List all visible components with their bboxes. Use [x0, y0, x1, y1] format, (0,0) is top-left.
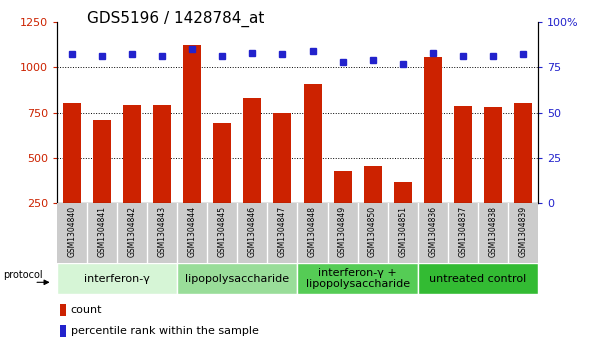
Text: GSM1304846: GSM1304846: [248, 206, 257, 257]
Bar: [153, 105, 171, 203]
Bar: [60, 325, 66, 337]
Bar: [123, 105, 141, 203]
Bar: [484, 107, 502, 203]
Bar: [297, 263, 418, 294]
Text: GSM1304845: GSM1304845: [218, 206, 227, 257]
Text: GSM1304843: GSM1304843: [158, 206, 166, 257]
Text: GSM1304839: GSM1304839: [519, 206, 527, 257]
Bar: [63, 103, 81, 203]
Text: percentile rank within the sample: percentile rank within the sample: [71, 326, 258, 336]
Text: count: count: [71, 305, 102, 315]
Bar: [243, 98, 261, 203]
Bar: [213, 123, 231, 203]
Bar: [514, 103, 532, 203]
Bar: [394, 182, 412, 203]
Bar: [364, 166, 382, 203]
Text: GSM1304847: GSM1304847: [278, 206, 287, 257]
Text: GSM1304838: GSM1304838: [489, 206, 497, 257]
Text: lipopolysaccharide: lipopolysaccharide: [185, 274, 290, 284]
Text: GSM1304837: GSM1304837: [459, 206, 467, 257]
Text: interferon-γ +
lipopolysaccharide: interferon-γ + lipopolysaccharide: [305, 268, 410, 289]
Text: untreated control: untreated control: [429, 274, 526, 284]
Text: GSM1304848: GSM1304848: [308, 206, 317, 257]
Text: GSM1304850: GSM1304850: [368, 206, 377, 257]
Text: protocol: protocol: [3, 270, 43, 280]
Bar: [57, 263, 177, 294]
Bar: [60, 304, 66, 316]
Text: GSM1304844: GSM1304844: [188, 206, 197, 257]
Bar: [418, 263, 538, 294]
Text: GDS5196 / 1428784_at: GDS5196 / 1428784_at: [87, 11, 264, 27]
Bar: [304, 85, 322, 203]
Bar: [334, 171, 352, 203]
Text: GSM1304849: GSM1304849: [338, 206, 347, 257]
Text: GSM1304841: GSM1304841: [98, 206, 106, 257]
Bar: [273, 113, 291, 203]
Bar: [177, 263, 297, 294]
Bar: [183, 45, 201, 203]
Text: interferon-γ: interferon-γ: [84, 274, 150, 284]
Bar: [454, 106, 472, 203]
Bar: [424, 57, 442, 203]
Text: GSM1304842: GSM1304842: [128, 206, 136, 257]
Text: GSM1304836: GSM1304836: [429, 206, 437, 257]
Text: GSM1304840: GSM1304840: [68, 206, 76, 257]
Text: GSM1304851: GSM1304851: [398, 206, 407, 257]
Bar: [93, 120, 111, 203]
